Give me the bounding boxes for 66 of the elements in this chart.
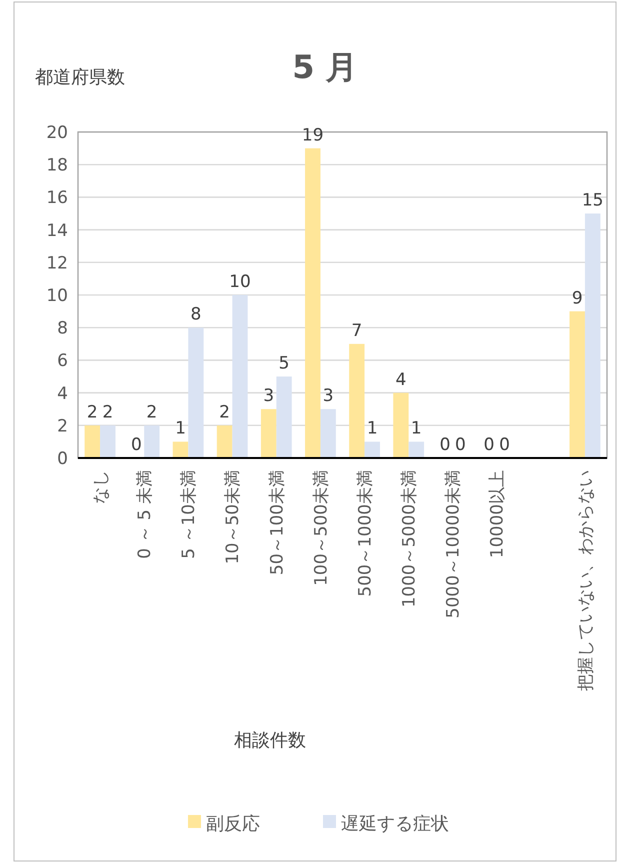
data-label: 9	[572, 288, 583, 308]
y-tick-label: 12	[46, 253, 68, 274]
data-label: 15	[582, 190, 604, 210]
y-tick-label: 2	[57, 416, 68, 436]
bar	[276, 376, 292, 458]
bar	[584, 214, 600, 458]
y-tick-label: 10	[46, 286, 68, 306]
bar	[188, 328, 204, 458]
x-tick-label: 5000～10000未満	[444, 470, 464, 618]
x-tick-label: 把握していない、わからない	[576, 470, 596, 691]
y-tick-label: 8	[57, 318, 68, 339]
data-label: 1	[175, 418, 186, 439]
x-tick-label: 500～1000未満	[355, 470, 376, 597]
bar	[260, 409, 276, 458]
bar	[393, 392, 409, 458]
bar	[84, 425, 100, 458]
y-tick-label: 20	[46, 122, 68, 143]
bar	[100, 425, 116, 458]
x-axis-title: 相談件数	[234, 730, 306, 751]
data-label: 2	[102, 402, 114, 422]
bar	[364, 442, 380, 458]
y-tick-label: 14	[46, 220, 68, 241]
bar	[172, 442, 188, 458]
x-tick-label: 50～100未満	[267, 470, 288, 576]
y-axis-title: 都道府県数	[35, 67, 125, 88]
data-label: 10	[229, 272, 251, 292]
chart-title: 5 月	[292, 48, 358, 86]
legend-label: 遅延する症状	[341, 813, 449, 834]
data-label: 3	[263, 386, 274, 406]
data-label: 0	[455, 435, 466, 455]
x-tick-label: 0 ～ 5 未満	[135, 470, 156, 559]
x-tick-label: 5 ～10未満	[179, 470, 200, 559]
bar	[232, 295, 248, 458]
data-label: 0	[440, 435, 450, 455]
data-label: 0	[484, 435, 494, 455]
legend-label: 副反応	[206, 813, 260, 834]
data-label: 0	[130, 435, 142, 455]
data-label: 2	[146, 402, 158, 422]
x-tick-label: 100～500未満	[311, 470, 332, 586]
data-label: 1	[366, 418, 378, 439]
bar	[570, 311, 585, 458]
bar	[216, 425, 232, 458]
data-label: 4	[395, 370, 406, 390]
y-tick-label: 6	[57, 351, 68, 372]
data-label: 7	[351, 320, 362, 341]
x-tick-label: なし	[90, 470, 111, 504]
data-label: 2	[86, 402, 98, 422]
bar	[408, 442, 424, 458]
x-tick-label: 1000～5000未満	[400, 470, 420, 608]
data-label: 19	[302, 125, 324, 146]
data-label: 0	[499, 435, 510, 455]
data-label: 3	[322, 386, 334, 406]
y-tick-label: 0	[57, 448, 68, 469]
data-label: 1	[410, 418, 422, 439]
y-tick-label: 4	[57, 384, 68, 404]
y-tick-label: 16	[46, 188, 68, 208]
x-tick-label: 10～50未満	[223, 470, 244, 564]
x-tick-label: 10000以上	[488, 470, 508, 558]
bar	[320, 409, 336, 458]
data-label: 8	[190, 304, 202, 325]
bar	[305, 148, 320, 458]
bar	[144, 425, 160, 458]
y-tick-label: 18	[46, 156, 68, 176]
data-label: 5	[278, 354, 290, 374]
data-label: 2	[219, 402, 230, 422]
bar	[349, 344, 365, 458]
